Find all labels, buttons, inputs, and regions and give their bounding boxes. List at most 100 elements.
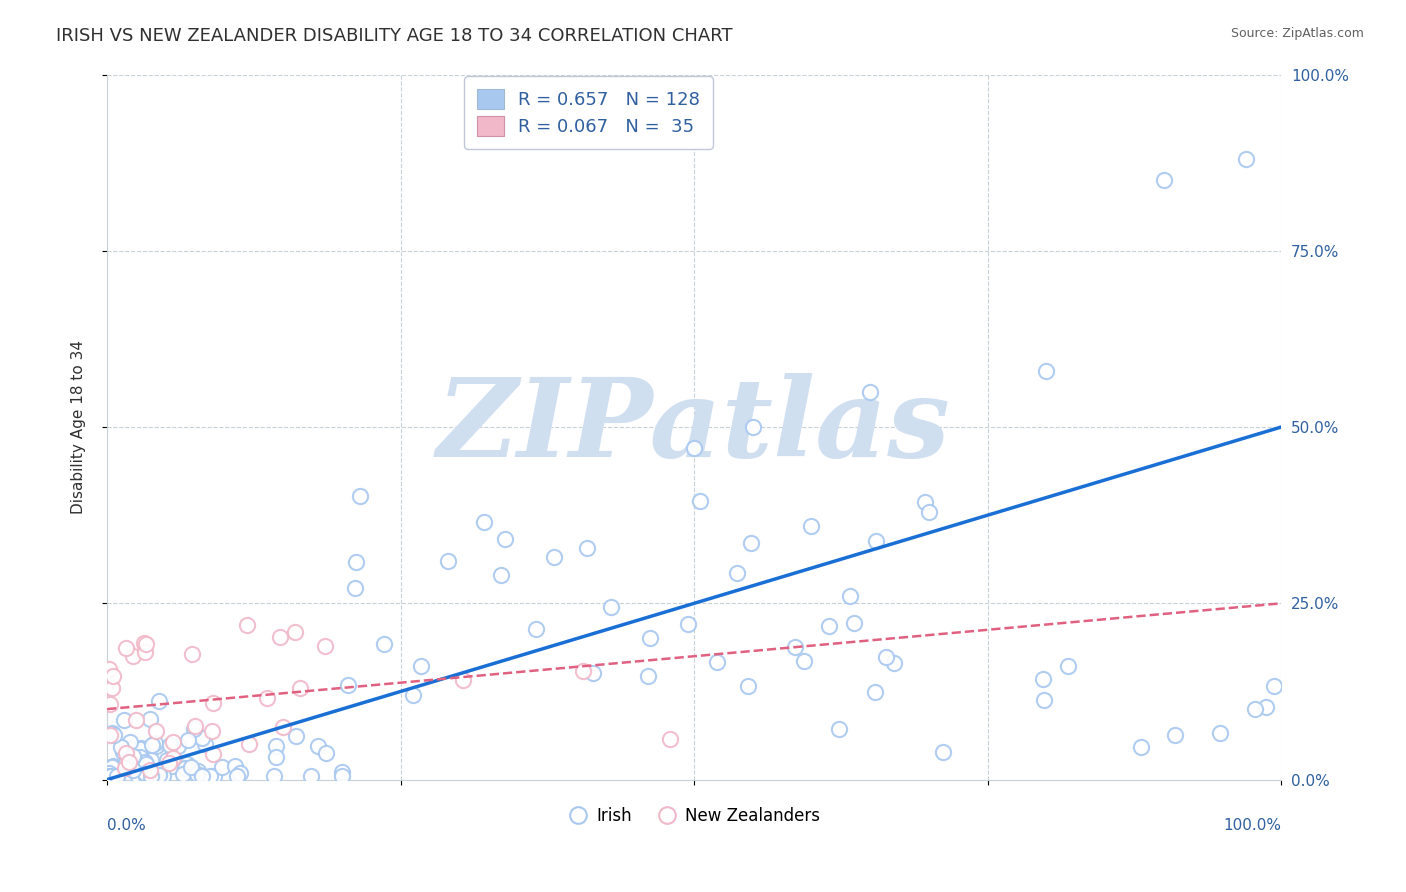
Point (284, 729, 307, 743)
Point (121, 648, 143, 663)
Point (344, 582, 367, 596)
Point (105, 769, 128, 783)
Point (157, 756, 180, 771)
Point (160, 759, 183, 773)
Point (127, 769, 149, 783)
Point (307, 739, 329, 753)
Point (1129, 739, 1152, 754)
Point (98, 662, 121, 676)
Point (141, 738, 163, 752)
Point (135, 756, 157, 771)
Point (437, 554, 460, 568)
Point (315, 746, 337, 760)
Point (740, 536, 762, 550)
Point (145, 739, 167, 753)
Point (337, 678, 360, 692)
Point (191, 769, 214, 783)
Point (118, 741, 141, 756)
Point (1035, 364, 1057, 378)
Point (576, 541, 599, 556)
Point (301, 769, 323, 783)
Point (186, 767, 208, 781)
Point (122, 763, 145, 777)
Point (139, 769, 162, 783)
Point (128, 749, 150, 764)
Point (263, 769, 285, 783)
Point (658, 731, 681, 746)
Point (269, 631, 291, 645)
Point (139, 769, 162, 783)
Point (264, 750, 287, 764)
Point (238, 737, 260, 751)
Point (176, 756, 198, 771)
Point (1153, 173, 1175, 187)
Point (349, 489, 371, 503)
Point (148, 764, 170, 778)
Point (191, 731, 214, 746)
Point (201, 724, 224, 739)
Point (683, 441, 706, 455)
Point (187, 764, 209, 779)
Point (783, 640, 806, 654)
Point (842, 615, 865, 630)
Point (600, 600, 623, 615)
Point (1254, 699, 1277, 714)
Point (134, 765, 156, 780)
Point (402, 688, 425, 702)
Point (800, 518, 823, 533)
Point (159, 738, 181, 752)
Point (138, 769, 160, 783)
Point (100, 769, 122, 783)
Point (122, 749, 145, 764)
Point (202, 769, 225, 783)
Point (136, 764, 159, 778)
Point (148, 694, 170, 708)
Point (256, 690, 278, 705)
Point (330, 769, 353, 783)
Point (114, 747, 136, 761)
Point (741, 420, 763, 434)
Point (839, 589, 862, 603)
Point (524, 622, 547, 636)
Point (143, 736, 166, 750)
Point (180, 760, 202, 774)
Point (150, 769, 173, 783)
Point (101, 758, 124, 772)
Point (235, 617, 257, 632)
Point (132, 636, 155, 650)
Point (932, 745, 955, 759)
Point (118, 735, 141, 749)
Point (138, 713, 160, 727)
Point (581, 665, 603, 680)
Point (472, 516, 495, 530)
Legend: Irish, New Zealanders: Irish, New Zealanders (561, 800, 827, 831)
Point (120, 748, 142, 763)
Point (98, 765, 121, 780)
Point (118, 755, 141, 769)
Point (110, 740, 132, 755)
Point (1234, 152, 1257, 166)
Point (689, 494, 711, 508)
Text: IRISH VS NEW ZEALANDER DISABILITY AGE 18 TO 34 CORRELATION CHART: IRISH VS NEW ZEALANDER DISABILITY AGE 18… (56, 27, 733, 45)
Point (737, 679, 759, 693)
Point (145, 761, 167, 775)
Point (167, 739, 190, 753)
Point (373, 637, 395, 651)
Point (101, 681, 124, 695)
Point (883, 656, 905, 670)
Point (314, 639, 336, 653)
Point (706, 655, 728, 669)
Point (129, 740, 152, 755)
Point (918, 505, 941, 519)
Point (229, 765, 252, 780)
Point (122, 756, 145, 771)
Point (101, 726, 124, 740)
Y-axis label: Disability Age 18 to 34: Disability Age 18 to 34 (72, 340, 86, 514)
Point (114, 761, 136, 775)
Point (135, 637, 157, 651)
Point (134, 755, 156, 769)
Point (271, 720, 294, 734)
Point (572, 665, 595, 679)
Point (859, 384, 882, 399)
Point (174, 761, 197, 775)
